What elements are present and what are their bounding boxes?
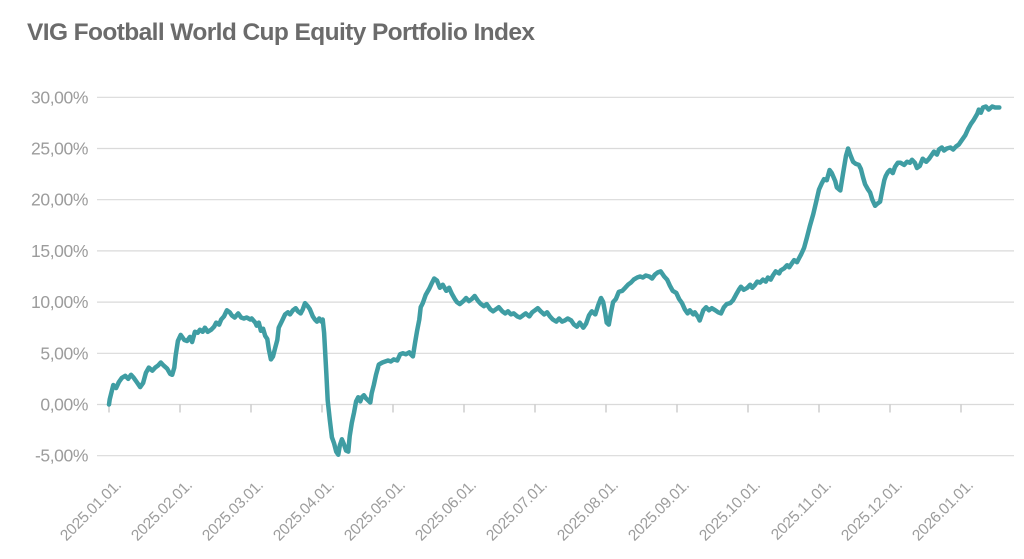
y-axis-label: 25,00% — [31, 139, 88, 159]
y-axis-label: 30,00% — [31, 87, 88, 107]
chart-title: VIG Football World Cup Equity Portfolio … — [27, 19, 535, 46]
y-axis-label: 0,00% — [40, 395, 88, 415]
x-axis-label: 2025.12.01. — [838, 477, 906, 545]
x-axis-label: 2025.08.01. — [554, 477, 622, 545]
x-axis-label: 2025.06.01. — [412, 477, 480, 545]
x-axis-label: 2025.11.01. — [768, 477, 835, 544]
x-axis-label: 2025.09.01. — [625, 477, 693, 545]
y-axis-label: 20,00% — [31, 190, 88, 210]
x-axis-label: 2025.05.01. — [341, 477, 409, 545]
x-axis-label: 2026.01.01. — [909, 477, 977, 545]
y-axis-label: 15,00% — [31, 241, 88, 261]
y-axis-label: 10,00% — [31, 292, 88, 312]
y-axis-label: -5,00% — [35, 446, 88, 466]
x-axis-label: 2025.07.01. — [483, 477, 551, 545]
index-line-path — [106, 104, 1002, 457]
x-axis-label: 2025.10.01. — [696, 477, 764, 545]
x-axis-label: 2025.03.01. — [199, 477, 267, 545]
x-axis-label: 2025.04.01. — [270, 477, 338, 545]
x-axis-label: 2025.01.01. — [57, 477, 125, 545]
x-axis-label: 2025.02.01. — [128, 477, 196, 545]
y-axis-label: 5,00% — [40, 343, 88, 363]
